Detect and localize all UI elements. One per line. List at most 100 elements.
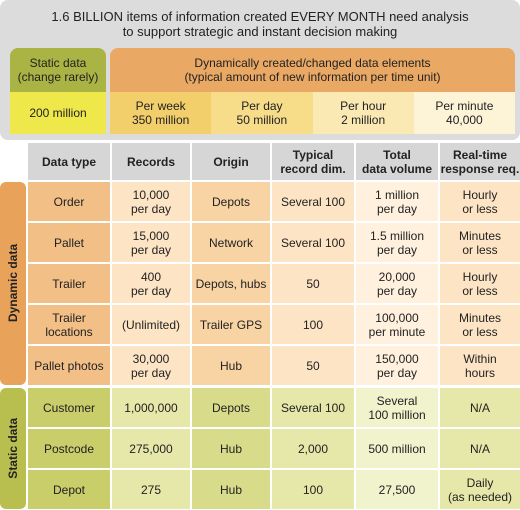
group-label: Static data [0, 388, 26, 509]
table-cell: Hub [192, 470, 270, 509]
text-line: Hub [219, 441, 242, 456]
table-cell: Network [192, 223, 270, 262]
table-cell: Hub [192, 429, 270, 468]
text-line: Trailer [52, 276, 86, 291]
rate-cell: Per week 350 million [110, 92, 212, 134]
text-line: 30,000 [132, 351, 170, 366]
text-line: 15,000 [132, 228, 170, 243]
static-volume: 200 million [10, 92, 106, 134]
table-cell: Several 100 [272, 182, 354, 221]
text-line: 100 [302, 482, 324, 497]
group-label-text: Dynamic data [6, 244, 20, 323]
table-cell: 20,000 per day [356, 264, 438, 303]
text-line: Pallet [53, 235, 85, 250]
text-line: Depots [211, 194, 251, 209]
text-line: per day [376, 201, 418, 216]
column-header: Typical record dim. [272, 143, 354, 180]
text-line: Several 100 [280, 235, 346, 250]
column-header: Total data volume [356, 143, 438, 180]
text-line: Several 100 [280, 194, 346, 209]
text-line: 50 million [236, 113, 288, 127]
table-cell: 10,000 per day [112, 182, 190, 221]
text-line: (as needed) [447, 489, 513, 504]
text-line: Pallet photos [34, 358, 104, 373]
text-line: (typical amount of new information per t… [184, 70, 441, 84]
table-cell: Several 100 million [356, 388, 438, 427]
table-cell: 1 million per day [356, 182, 438, 221]
text-line: to support strategic and instant decisio… [122, 24, 398, 39]
text-line: 400 [140, 269, 162, 284]
text-line: Real-time [452, 147, 508, 162]
text-line: 10,000 [132, 187, 170, 202]
static-legend: Static data (change rarely) [10, 48, 106, 92]
text-line: Hub [219, 358, 242, 373]
text-line: 1,000,000 [124, 400, 178, 415]
text-line: Depot [52, 482, 86, 497]
text-line: Records [126, 154, 176, 169]
text-line: Data type [41, 154, 97, 169]
text-line: 2,000 [297, 441, 329, 456]
text-line: or less [462, 283, 498, 298]
title: 1.6 BILLION items of information created… [0, 6, 520, 42]
text-line: per minute [368, 324, 426, 339]
text-line: Depots [211, 400, 251, 415]
text-line: Within [463, 351, 497, 366]
text-line: 200 million [29, 106, 87, 120]
text-line: Trailer GPS [199, 317, 263, 332]
text-line: 275,000 [129, 441, 173, 456]
table-cell: 30,000 per day [112, 346, 190, 385]
table-cell: 15,000 per day [112, 223, 190, 262]
text-line: response req. [440, 161, 520, 176]
table-cell: 50 [272, 264, 354, 303]
table-cell: 2,000 [272, 429, 354, 468]
text-line: Network [208, 235, 253, 250]
text-line: Minutes [458, 310, 502, 325]
text-line: data volume [361, 161, 433, 176]
text-line: Trailer [52, 310, 86, 325]
text-line: 100 [302, 317, 324, 332]
table-cell: N/A [440, 388, 520, 427]
table-cell: Minutes or less [440, 223, 520, 262]
text-line: hours [464, 365, 496, 380]
text-line: 2 million [341, 113, 386, 127]
group-label-text: Static data [6, 418, 20, 479]
text-line: 100 million [368, 407, 426, 422]
table-cell: Trailer GPS [192, 305, 270, 344]
table-cell: Trailer [28, 264, 110, 303]
table-cell: Trailer locations [28, 305, 110, 344]
table-cell: 50 [272, 346, 354, 385]
text-line: 20,000 [378, 269, 416, 284]
column-header: Origin [192, 143, 270, 180]
text-line: 275 [140, 482, 162, 497]
table-cell: 100 [272, 470, 354, 509]
text-line: N/A [469, 400, 490, 415]
text-line: Hourly [462, 187, 498, 202]
text-line: 27,500 [378, 482, 416, 497]
table-cell: 100 [272, 305, 354, 344]
text-line: Minutes [458, 228, 502, 243]
text-line: per day [376, 283, 418, 298]
table-cell: Customer [28, 388, 110, 427]
table-cell: 150,000 per day [356, 346, 438, 385]
table-cell: 1.5 million per day [356, 223, 438, 262]
text-line: or less [462, 242, 498, 257]
table-cell: Within hours [440, 346, 520, 385]
column-header: Data type [28, 143, 110, 180]
text-line: record dim. [280, 161, 346, 176]
text-line: 350 million [131, 113, 190, 127]
text-line: Postcode [43, 441, 95, 456]
table-cell: Depots, hubs [192, 264, 270, 303]
text-line: Per minute [435, 99, 494, 113]
text-line: Hourly [462, 269, 498, 284]
table-cell: Depot [28, 470, 110, 509]
table-cell: Several 100 [272, 388, 354, 427]
text-line: Customer [42, 400, 95, 415]
table-cell: 100,000 per minute [356, 305, 438, 344]
text-line: 1.6 BILLION items of information created… [51, 9, 469, 24]
table-cell: Hourly or less [440, 264, 520, 303]
text-line: 1.5 million [369, 228, 425, 243]
text-line: Per week [135, 99, 186, 113]
text-line: Order [53, 194, 85, 209]
text-line: 100,000 [375, 310, 419, 325]
